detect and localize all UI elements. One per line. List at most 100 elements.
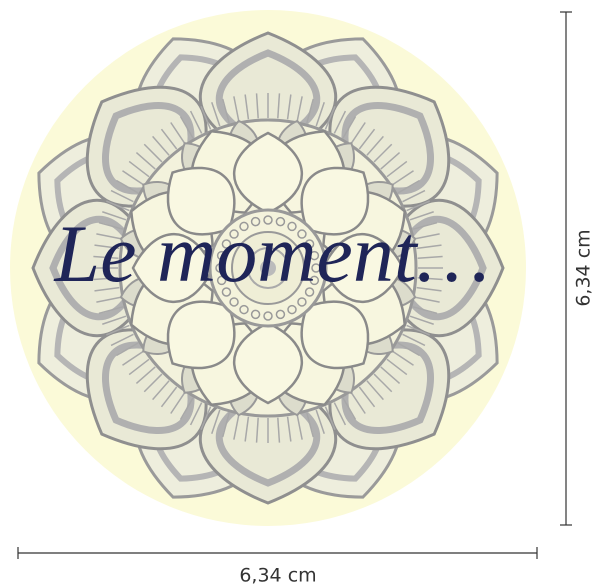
ray bbox=[94, 244, 120, 250]
dot bbox=[216, 250, 227, 261]
dot bbox=[309, 275, 320, 286]
ray bbox=[306, 98, 315, 124]
dot bbox=[250, 216, 261, 227]
ray bbox=[358, 128, 376, 150]
ray bbox=[93, 255, 119, 259]
dot bbox=[215, 263, 225, 273]
ray bbox=[366, 135, 384, 156]
ray bbox=[358, 386, 376, 408]
ray bbox=[128, 358, 150, 376]
dot bbox=[304, 239, 315, 249]
ray bbox=[102, 315, 127, 325]
ray bbox=[315, 409, 325, 434]
sticker-text: Le moment… bbox=[53, 208, 489, 299]
ray bbox=[380, 366, 401, 384]
ray bbox=[170, 122, 186, 144]
ray bbox=[152, 380, 170, 401]
inner-petal bbox=[233, 131, 303, 215]
ray bbox=[412, 221, 438, 230]
ray bbox=[221, 98, 230, 124]
ray bbox=[350, 122, 366, 144]
dot bbox=[221, 239, 232, 249]
ray bbox=[170, 392, 186, 414]
ray bbox=[122, 170, 144, 186]
ray bbox=[200, 106, 212, 130]
ray bbox=[402, 333, 426, 347]
ray bbox=[211, 102, 221, 127]
ray bbox=[306, 412, 315, 438]
mid-petal-band bbox=[341, 341, 435, 435]
ray bbox=[160, 128, 178, 150]
ray bbox=[416, 244, 442, 250]
ray bbox=[392, 350, 414, 366]
ray bbox=[412, 306, 438, 315]
dot bbox=[229, 229, 239, 239]
ray bbox=[94, 286, 120, 292]
width-label: 6,34 cm bbox=[239, 565, 316, 587]
ray bbox=[255, 417, 259, 443]
ray bbox=[414, 233, 440, 240]
dot bbox=[309, 250, 320, 261]
width-dimension-line bbox=[17, 547, 538, 559]
ray bbox=[386, 160, 408, 178]
ray bbox=[135, 152, 156, 170]
dot bbox=[250, 309, 261, 320]
ray bbox=[96, 296, 122, 303]
ray bbox=[244, 416, 250, 442]
dot bbox=[263, 215, 273, 225]
inner-petal bbox=[300, 166, 370, 236]
ray bbox=[135, 366, 156, 384]
ring bbox=[247, 247, 289, 289]
inner-petal bbox=[321, 233, 405, 303]
height-dimension-line bbox=[560, 11, 572, 526]
ray bbox=[152, 135, 170, 156]
ray bbox=[296, 414, 303, 440]
ray bbox=[179, 397, 194, 420]
dot bbox=[287, 221, 297, 232]
inner-petal bbox=[300, 300, 370, 370]
mid-petal-band bbox=[389, 215, 487, 321]
ray bbox=[333, 110, 347, 134]
ray bbox=[93, 277, 119, 281]
ray bbox=[416, 286, 442, 292]
ray bbox=[128, 160, 150, 178]
dot bbox=[311, 263, 321, 273]
ray bbox=[160, 386, 178, 408]
dot bbox=[221, 287, 232, 297]
ray bbox=[392, 170, 414, 186]
dot bbox=[229, 297, 239, 307]
inner-petal bbox=[166, 166, 236, 236]
ray bbox=[397, 342, 420, 357]
dot bbox=[275, 216, 286, 227]
dot bbox=[216, 275, 227, 286]
ray bbox=[342, 397, 357, 420]
dot bbox=[239, 304, 249, 315]
ray bbox=[373, 373, 393, 393]
ray bbox=[397, 179, 420, 194]
ray bbox=[200, 406, 212, 430]
ray bbox=[333, 402, 347, 426]
ray bbox=[116, 342, 139, 357]
ray bbox=[386, 358, 408, 376]
ray bbox=[406, 200, 430, 212]
ray bbox=[110, 189, 134, 203]
ray bbox=[324, 106, 336, 130]
ray bbox=[402, 189, 426, 203]
ray bbox=[286, 416, 292, 442]
ray bbox=[414, 296, 440, 303]
dot bbox=[297, 297, 307, 307]
ray bbox=[106, 200, 130, 212]
ray bbox=[102, 211, 127, 221]
ray bbox=[221, 412, 230, 438]
ray bbox=[98, 221, 124, 230]
ray bbox=[233, 96, 240, 122]
ray bbox=[342, 116, 357, 139]
dot bbox=[275, 309, 286, 320]
dot bbox=[263, 311, 273, 321]
ray bbox=[315, 102, 325, 127]
ray bbox=[143, 373, 163, 393]
ray bbox=[98, 306, 124, 315]
ray bbox=[110, 333, 134, 347]
ray bbox=[350, 392, 366, 414]
